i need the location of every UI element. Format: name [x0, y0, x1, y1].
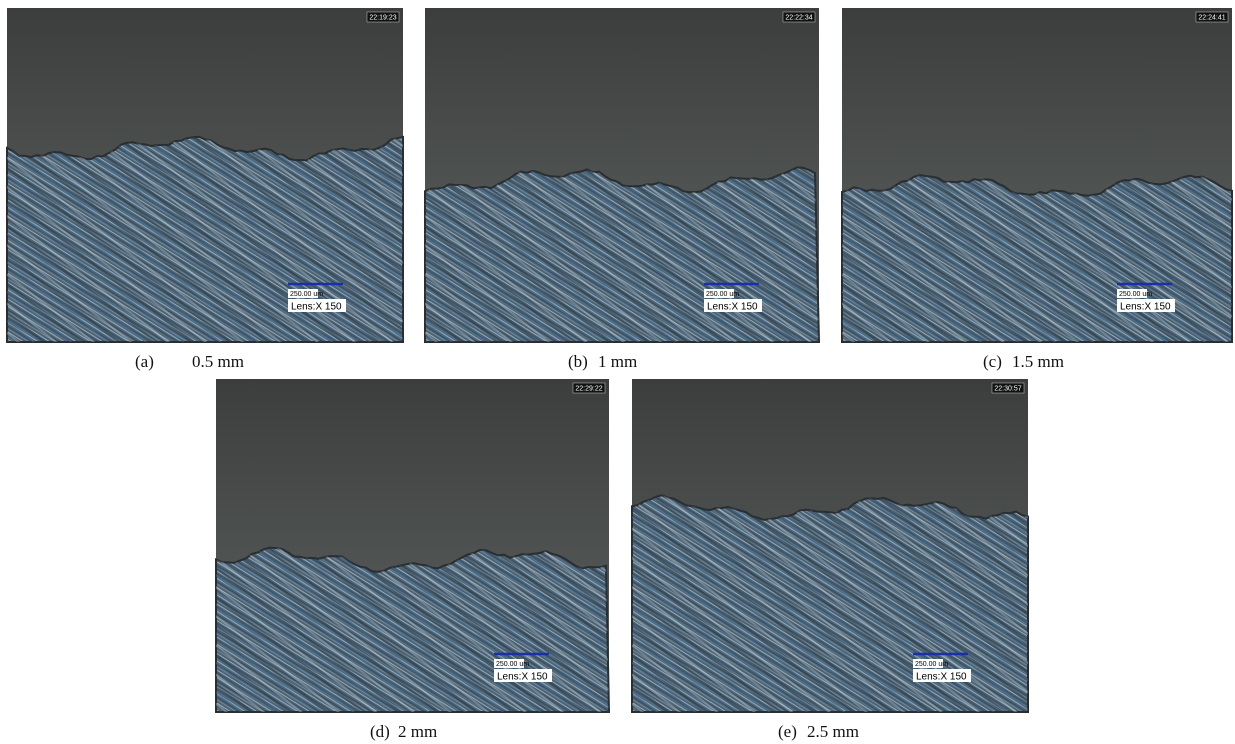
caption-label: (e) [778, 722, 797, 741]
metal-texture [425, 167, 819, 342]
scale-text: 250.00 um [1119, 291, 1152, 298]
micrograph: 22:22:34 250.00 um Lens:X 150 [425, 8, 819, 342]
caption-label: (c) [983, 352, 1002, 371]
lens-text: Lens:X 150 [916, 672, 967, 683]
micrograph: 22:24:41 250.00 um Lens:X 150 [842, 8, 1232, 342]
micrograph: 22:19:23 250.00 um Lens:X 150 [7, 8, 403, 342]
lens-text: Lens:X 150 [291, 302, 342, 313]
lens-text: Lens:X 150 [1120, 302, 1171, 313]
micrograph: 22:30:57 250.00 um Lens:X 150 [632, 379, 1028, 712]
caption: 2 mm [398, 722, 437, 741]
lens-text: Lens:X 150 [497, 672, 548, 683]
caption: 1.5 mm [1012, 352, 1064, 371]
lens-text: Lens:X 150 [707, 302, 758, 313]
caption: 2.5 mm [807, 722, 859, 741]
timestamp: 22:24:41 [1198, 15, 1225, 22]
caption-label: (b) [568, 352, 588, 371]
scale-text: 250.00 um [290, 291, 323, 298]
timestamp: 22:30:57 [994, 386, 1021, 393]
metal-texture [842, 175, 1232, 342]
micrograph: 22:29:22 250.00 um Lens:X 150 [216, 379, 609, 712]
timestamp: 22:29:22 [575, 386, 602, 393]
timestamp: 22:19:23 [369, 15, 396, 22]
caption: 0.5 mm [192, 352, 244, 371]
caption-label: (d) [370, 722, 390, 741]
scale-text: 250.00 um [915, 661, 948, 668]
metal-texture [216, 548, 609, 712]
scale-text: 250.00 um [706, 291, 739, 298]
scale-text: 250.00 um [496, 661, 529, 668]
caption-label: (a) [135, 352, 154, 371]
timestamp: 22:22:34 [785, 15, 812, 22]
caption: 1 mm [598, 352, 637, 371]
figure: 22:19:23 250.00 um Lens:X 150 (a) 0.5 mm 22:2… [0, 0, 1235, 744]
